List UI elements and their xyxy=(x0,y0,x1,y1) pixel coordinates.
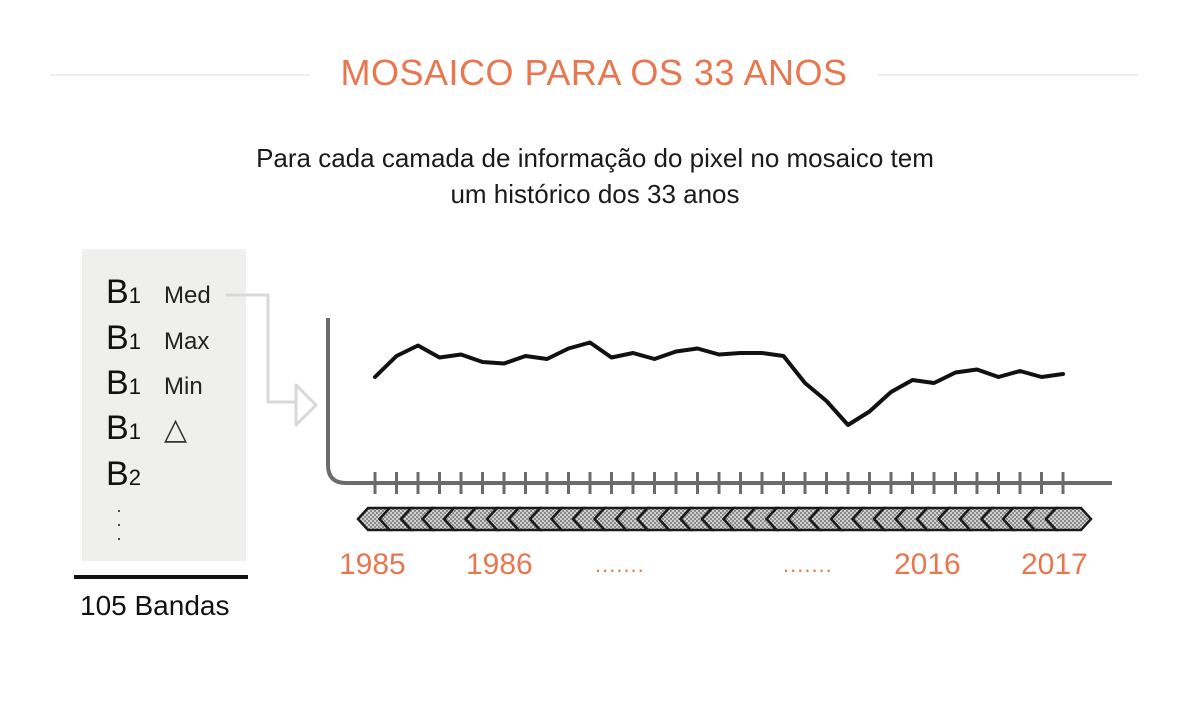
band-letter: B xyxy=(106,455,129,493)
band-stat: Min xyxy=(164,373,203,400)
subtitle: Para cada camada de informação do pixel … xyxy=(0,140,1190,212)
band-stat: Med xyxy=(164,282,211,309)
band-index: 1 xyxy=(128,283,141,308)
bands-count: 105 Bandas xyxy=(80,590,230,621)
year-label: 2017 xyxy=(1021,548,1088,581)
page-title: MOSAICO PARA OS 33 ANOS xyxy=(340,52,848,93)
band-code: B2 xyxy=(106,455,164,494)
series-line xyxy=(373,340,1065,427)
title-rule-left xyxy=(50,74,310,76)
band-row: B1 Med xyxy=(106,273,211,317)
band-stat: Max xyxy=(164,328,210,355)
subtitle-line-2: um histórico dos 33 anos xyxy=(450,179,740,209)
connector-arrowhead xyxy=(294,383,318,427)
band-letter: B xyxy=(106,364,129,402)
axis-line xyxy=(326,318,1112,485)
band-letter: B xyxy=(106,319,129,357)
year-label: 1985 xyxy=(339,548,406,581)
band-index: 2 xyxy=(128,465,141,490)
timeline-chevron xyxy=(356,506,393,532)
connector-line xyxy=(226,293,296,404)
vertical-ellipsis-icon: · · · xyxy=(116,500,122,548)
band-row: B1 Min xyxy=(106,364,203,408)
band-panel: B1 Med B1 Max B1 Min B1 △ B2 · · · xyxy=(82,249,246,561)
band-code: B1 xyxy=(106,319,164,358)
panel-underline xyxy=(74,575,248,579)
year-ellipsis: ....... xyxy=(595,552,645,577)
band-index: 1 xyxy=(128,419,141,444)
band-letter: B xyxy=(106,273,129,311)
band-row: B1 △ xyxy=(106,409,187,453)
band-code: B1 xyxy=(106,364,164,403)
band-row: B2 xyxy=(106,455,164,499)
series-polyline xyxy=(373,340,1065,427)
x-ticks xyxy=(373,472,1065,494)
band-row: B1 Max xyxy=(106,319,209,363)
title-rule-right xyxy=(878,74,1138,76)
band-code: B1 xyxy=(106,273,164,312)
band-index: 1 xyxy=(128,374,141,399)
band-code: B1 xyxy=(106,409,164,448)
subtitle-line-1: Para cada camada de informação do pixel … xyxy=(256,143,934,173)
chart-axes xyxy=(326,318,1112,485)
band-letter: B xyxy=(106,409,129,447)
band-stat-delta: △ xyxy=(164,413,188,446)
band-index: 1 xyxy=(128,329,141,354)
year-label: 1986 xyxy=(466,548,533,581)
connector-arrow xyxy=(226,293,318,427)
year-label: 2016 xyxy=(894,548,961,581)
year-ellipsis: ....... xyxy=(783,552,833,577)
timeline-chevrons xyxy=(356,506,1093,532)
